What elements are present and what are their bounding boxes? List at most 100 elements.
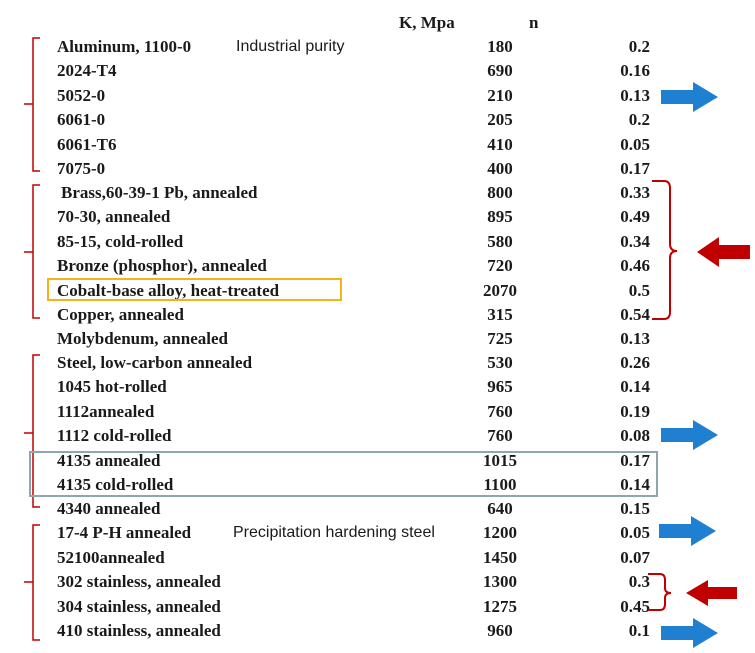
n-value: 0.17 (620, 159, 650, 178)
material-name: 5052-0 (57, 86, 106, 105)
n-value: 0.19 (620, 402, 650, 421)
material-name: 4135 cold-rolled (57, 475, 174, 494)
header-n: n (529, 13, 539, 32)
k-value: 760 (487, 402, 513, 421)
table-row: 6061-T6 410 0.05 (0, 133, 755, 157)
n-value: 0.26 (620, 353, 650, 372)
table-row: 17-4 P-H annealed Precipitation hardening… (0, 521, 755, 545)
table-row: 4340 annealed 640 0.15 (0, 497, 755, 521)
material-name: 304 stainless, annealed (57, 597, 221, 616)
n-value: 0.33 (620, 183, 650, 202)
n-value: 0.05 (620, 523, 650, 542)
table-row: 4135 annealed 1015 0.17 (0, 449, 755, 473)
k-value: 1450 (483, 548, 517, 567)
k-value: 205 (487, 110, 513, 129)
n-value: 0.45 (620, 597, 650, 616)
k-value: 1275 (483, 597, 517, 616)
n-value: 0.15 (620, 499, 650, 518)
material-name: 7075-0 (57, 159, 106, 178)
table-row: 7075-0 400 0.17 (0, 157, 755, 181)
k-value: 800 (487, 183, 513, 202)
material-note: Precipitation hardening steel (233, 524, 435, 541)
material-name: 70-30, annealed (57, 207, 171, 226)
material-name: 302 stainless, annealed (57, 572, 221, 591)
n-value: 0.2 (628, 110, 650, 129)
k-value: 410 (487, 135, 513, 154)
header-k: K, Mpa (399, 13, 455, 32)
table-row: 52100annealed 1450 0.07 (0, 546, 755, 570)
k-value: 180 (487, 37, 513, 56)
n-value: 0.14 (620, 377, 650, 396)
table-row: 2024-T4 690 0.16 (0, 59, 755, 83)
table-row: 304 stainless, annealed 1275 0.45 (0, 595, 755, 619)
material-name: Brass,60-39-1 Pb, annealed (61, 183, 258, 202)
n-value: 0.54 (620, 305, 650, 324)
n-value: 0.05 (620, 135, 650, 154)
table-row: Brass,60-39-1 Pb, annealed 800 0.33 (0, 181, 755, 205)
material-name: Aluminum, 1100-0 (57, 37, 192, 56)
table-row: 6061-0 205 0.2 (0, 108, 755, 132)
table-row: 5052-0 210 0.13 (0, 84, 755, 108)
material-name: 4135 annealed (57, 451, 161, 470)
n-value: 0.2 (628, 37, 650, 56)
table-row: 4135 cold-rolled 1100 0.14 (0, 473, 755, 497)
k-value: 580 (487, 232, 513, 251)
n-value: 0.3 (628, 572, 650, 591)
k-value: 760 (487, 426, 513, 445)
k-value: 690 (487, 61, 513, 80)
n-value: 0.49 (620, 207, 650, 226)
material-name: 6061-0 (57, 110, 106, 129)
n-value: 0.07 (620, 548, 650, 567)
k-value: 530 (487, 353, 513, 372)
n-value: 0.13 (620, 86, 650, 105)
material-name: Steel, low-carbon annealed (57, 353, 253, 372)
table-row: Copper, annealed 315 0.54 (0, 303, 755, 327)
material-name: 410 stainless, annealed (57, 621, 221, 640)
k-value: 965 (487, 377, 513, 396)
material-name: 1112 cold-rolled (57, 426, 172, 445)
material-note: Industrial purity (236, 38, 345, 55)
table-row: Cobalt-base alloy, heat-treated 2070 0.5 (0, 279, 755, 303)
n-value: 0.34 (620, 232, 650, 251)
k-value: 1015 (483, 451, 517, 470)
n-value: 0.17 (620, 451, 650, 470)
material-name: Bronze (phosphor), annealed (57, 256, 267, 275)
k-value: 400 (487, 159, 513, 178)
n-value: 0.08 (620, 426, 650, 445)
table-row: Aluminum, 1100-0 Industrial purity 180 0.2 (0, 35, 755, 59)
n-value: 0.5 (628, 281, 650, 300)
n-value: 0.13 (620, 329, 650, 348)
k-value: 720 (487, 256, 513, 275)
k-value: 960 (487, 621, 513, 640)
n-value: 0.16 (620, 61, 650, 80)
k-value: 2070 (483, 281, 517, 300)
table-row: 70-30, annealed 895 0.49 (0, 205, 755, 229)
material-name: 1045 hot-rolled (57, 377, 167, 396)
k-value: 640 (487, 499, 513, 518)
k-value: 725 (487, 329, 513, 348)
material-name: 85-15, cold-rolled (57, 232, 184, 251)
table-row: 302 stainless, annealed 1300 0.3 (0, 570, 755, 594)
material-name: 2024-T4 (57, 61, 117, 80)
n-value: 0.14 (620, 475, 650, 494)
k-value: 895 (487, 207, 513, 226)
k-value: 210 (487, 86, 513, 105)
k-value: 315 (487, 305, 513, 324)
material-name: Cobalt-base alloy, heat-treated (57, 281, 280, 300)
table-row: Molybdenum, annealed 725 0.13 (0, 327, 755, 351)
material-name: Copper, annealed (57, 305, 184, 324)
table-row: 410 stainless, annealed 960 0.1 (0, 619, 755, 643)
table-row: Bronze (phosphor), annealed 720 0.46 (0, 254, 755, 278)
table-row: 1112annealed 760 0.19 (0, 400, 755, 424)
material-name: 1112annealed (57, 402, 155, 421)
n-value: 0.1 (628, 621, 650, 640)
material-name: 52100annealed (57, 548, 165, 567)
n-value: 0.46 (620, 256, 650, 275)
material-name: 6061-T6 (57, 135, 117, 154)
table-row: Steel, low-carbon annealed 530 0.26 (0, 351, 755, 375)
material-name: Molybdenum, annealed (57, 329, 228, 348)
table-row: 1112 cold-rolled 760 0.08 (0, 424, 755, 448)
k-value: 1300 (483, 572, 517, 591)
material-name: 4340 annealed (57, 499, 161, 518)
table-row: 85-15, cold-rolled 580 0.34 (0, 230, 755, 254)
